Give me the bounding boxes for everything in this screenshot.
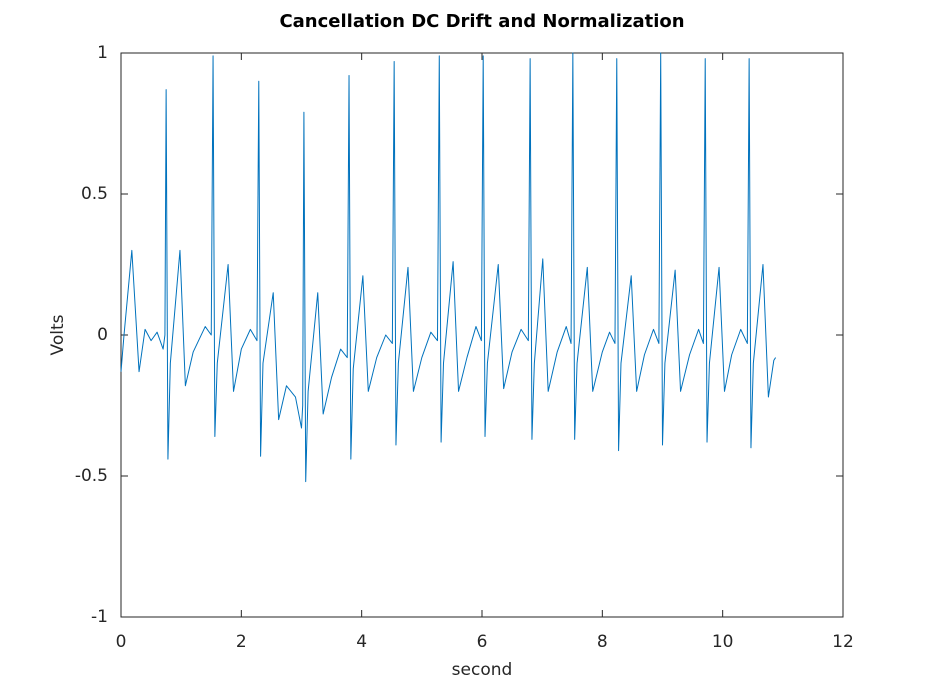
chart-title: Cancellation DC Drift and Normalization [279, 11, 684, 32]
x-tick-label: 8 [597, 632, 608, 652]
data-line [120, 52, 777, 483]
x-tick-label: 4 [356, 632, 367, 652]
y-axis-label: Volts [48, 314, 68, 355]
x-tick-label: 0 [116, 632, 127, 652]
x-tick-label: 6 [477, 632, 488, 652]
y-tick-label: 0 [97, 325, 108, 345]
x-tick-label: 12 [832, 632, 854, 652]
y-tick-label: 0.5 [81, 184, 108, 204]
y-tick-label: 1 [97, 43, 108, 63]
y-tick-label: -0.5 [75, 466, 108, 486]
x-tick-label: 2 [236, 632, 247, 652]
x-tick-label: 10 [712, 632, 734, 652]
x-axis-label: second [452, 660, 513, 680]
y-tick-label: -1 [91, 607, 108, 627]
